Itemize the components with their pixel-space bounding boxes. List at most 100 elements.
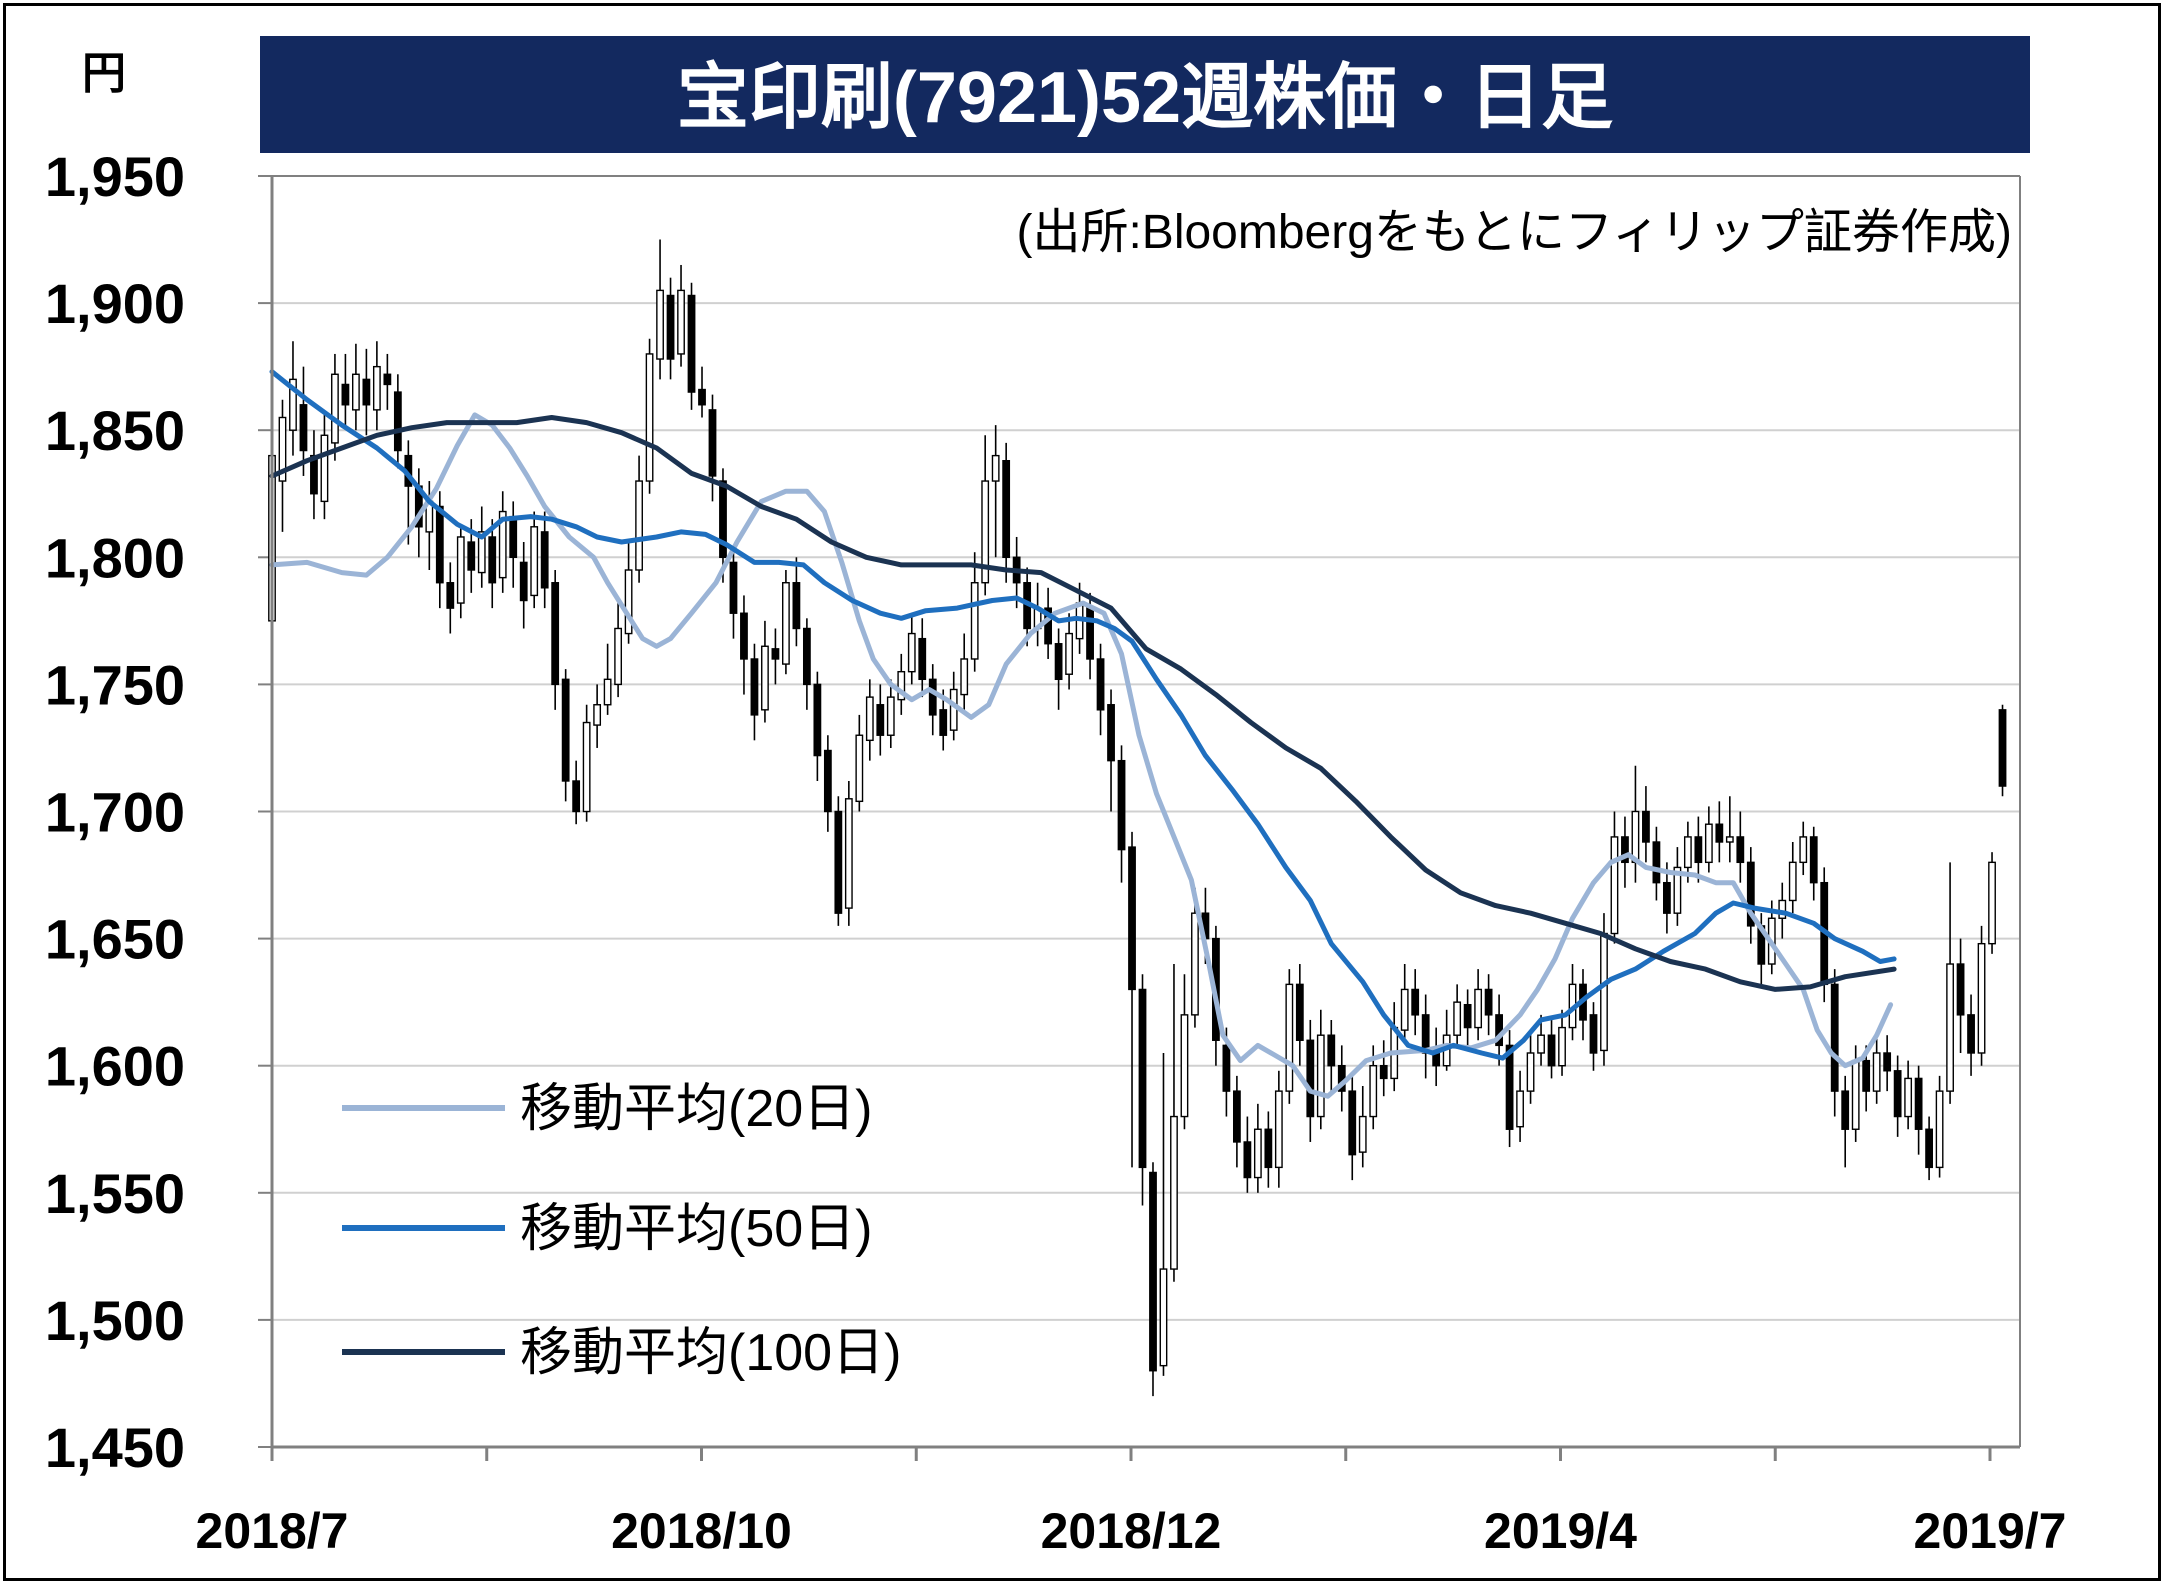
- candle-body: [572, 780, 581, 813]
- candle-body: [320, 434, 329, 503]
- ma20-line: [269, 412, 1894, 1099]
- candle-body: [624, 569, 633, 635]
- candle-body: [687, 294, 696, 393]
- y-tick-label: 1,950: [45, 145, 185, 208]
- candle-body: [761, 645, 769, 711]
- candle-body: [1002, 460, 1011, 559]
- candle-body: [1170, 1115, 1178, 1270]
- candle-body: [1044, 607, 1053, 645]
- y-tick-label: 1,700: [45, 781, 185, 844]
- candle-body: [372, 365, 381, 411]
- candle-body: [729, 561, 738, 614]
- candle-body: [1715, 823, 1724, 843]
- candle-body: [593, 704, 602, 726]
- candle-body: [635, 480, 643, 571]
- candle-body: [1306, 1039, 1315, 1118]
- candle-body: [1778, 899, 1787, 919]
- candle-body: [1421, 1014, 1430, 1054]
- candle-body: [1809, 836, 1818, 884]
- candle-body: [299, 404, 308, 452]
- candle-body: [1694, 836, 1703, 864]
- candle-body: [1117, 759, 1126, 851]
- candle-body: [1274, 1090, 1283, 1169]
- candle-body: [435, 505, 444, 584]
- title-banner: [260, 36, 2030, 153]
- candle-body: [1862, 1059, 1871, 1092]
- candle-body: [498, 510, 507, 579]
- candle-body: [341, 383, 350, 406]
- ma100-line: [269, 415, 1897, 992]
- legend-label-ma50: 移動平均(50日): [520, 1200, 872, 1258]
- candle-body: [1253, 1128, 1262, 1179]
- y-tick-label: 1,650: [45, 908, 185, 971]
- y-tick-label: 1,900: [45, 272, 185, 335]
- candle-body: [907, 632, 916, 673]
- candle-body: [1463, 1003, 1472, 1029]
- candle-body: [1107, 704, 1115, 762]
- candle-body: [1893, 1070, 1902, 1118]
- candle-body: [1180, 1014, 1189, 1118]
- candle-body: [750, 658, 759, 716]
- candle-body: [477, 531, 486, 574]
- candle-body: [782, 582, 790, 665]
- candle-body: [1054, 643, 1063, 681]
- candle-body: [1610, 836, 1619, 935]
- candle-body: [1065, 632, 1073, 675]
- candle-body: [1516, 1090, 1524, 1128]
- x-tick-label: 2018/7: [196, 1503, 349, 1559]
- y-unit-label: 円: [82, 49, 126, 98]
- x-tick-label: 2018/10: [611, 1503, 792, 1559]
- candle-body: [530, 526, 539, 597]
- candle-body: [1642, 810, 1650, 843]
- candle-body: [1935, 1090, 1944, 1169]
- y-tick-label: 1,600: [45, 1035, 185, 1098]
- candle-body: [656, 289, 664, 360]
- candle-body: [1967, 1014, 1975, 1054]
- y-tick-label: 1,750: [45, 653, 185, 716]
- candle-body: [1264, 1128, 1273, 1169]
- candle-body: [1799, 836, 1808, 864]
- candle-body: [1988, 861, 1996, 945]
- candle-body: [509, 515, 518, 558]
- candlestick-series: [268, 239, 2007, 1397]
- candle-body: [488, 536, 497, 584]
- candle-body: [603, 678, 612, 706]
- candle-body: [1883, 1052, 1892, 1072]
- candle-body: [1096, 658, 1105, 711]
- candle-body: [1128, 846, 1136, 991]
- y-tick-label: 1,450: [45, 1416, 185, 1479]
- candle-body: [352, 373, 360, 411]
- candle-body: [1725, 836, 1734, 843]
- candle-body: [519, 561, 528, 602]
- candle-body: [1673, 866, 1682, 914]
- candle-body: [897, 670, 906, 701]
- candle-body: [1159, 1268, 1168, 1367]
- candle-body: [1547, 1034, 1556, 1067]
- candle-body: [1746, 861, 1755, 927]
- candle-body: [970, 582, 979, 660]
- candle-body: [551, 582, 560, 686]
- candle-body: [1285, 983, 1294, 1092]
- candle-body: [1631, 810, 1640, 864]
- candle-body: [1086, 607, 1094, 660]
- candle-body: [582, 721, 591, 813]
- legend: 移動平均(20日) 移動平均(50日) 移動平均(100日): [342, 1080, 901, 1382]
- candle-body: [1736, 836, 1745, 864]
- moving-average-lines: [269, 369, 1897, 1099]
- candle-body: [1621, 836, 1629, 864]
- candle-body: [1683, 836, 1692, 869]
- candle-body: [362, 378, 371, 406]
- candle-body: [865, 696, 874, 742]
- y-tick-label: 1,850: [45, 399, 185, 462]
- candle-body: [278, 416, 287, 482]
- candle-body: [813, 683, 822, 757]
- y-axis-ticks: 1,450 1,500 1,550 1,600 1,650 1,700 1,750 1,800…: [45, 145, 272, 1479]
- candle-body: [1411, 988, 1420, 1016]
- axes: [270, 175, 2021, 1449]
- candle-body: [1558, 1026, 1566, 1067]
- y-tick-label: 1,800: [45, 526, 185, 589]
- candle-body: [991, 454, 1000, 482]
- y-tick-label: 1,550: [45, 1162, 185, 1225]
- x-axis-ticks: 2018/7 2018/10 2018/12 2019/4 2019/7: [196, 1447, 2066, 1559]
